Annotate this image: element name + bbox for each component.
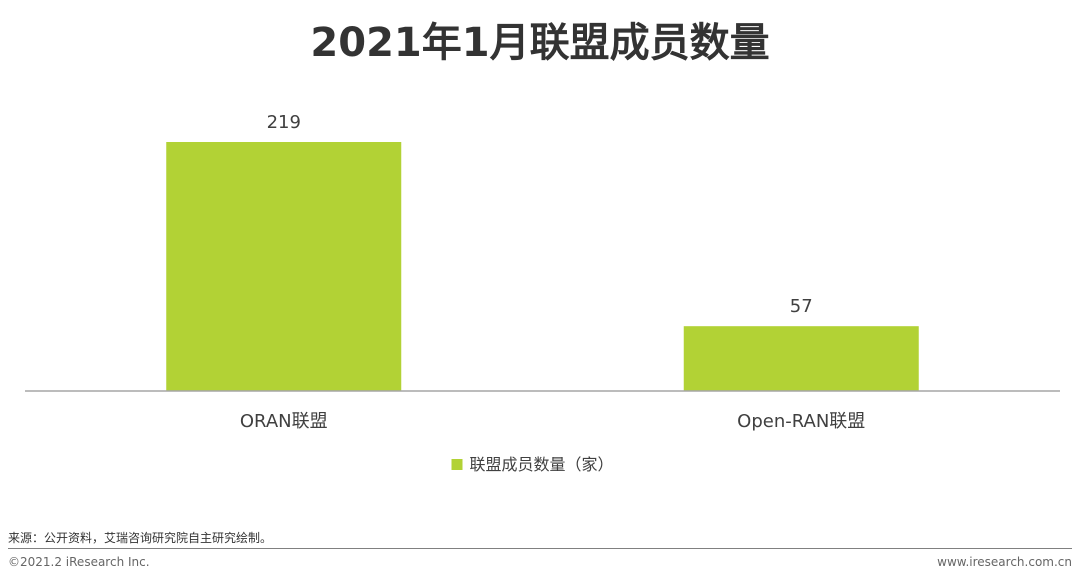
bar [683,326,919,391]
x-tick-label: Open-RAN联盟 [737,411,865,432]
chart-title: 2021年1月联盟成员数量 [310,20,770,66]
x-tick-label: ORAN联盟 [240,411,328,432]
data-label: 57 [790,296,813,317]
legend-swatch [451,459,463,470]
data-label: 219 [267,112,301,133]
footer-divider [8,548,1072,549]
bar [166,142,402,391]
source-note: 来源：公开资料，艾瑞咨询研究院自主研究绘制。 [8,531,273,545]
website-text: www.iresearch.com.cn [937,555,1072,569]
legend-label: 联盟成员数量（家） [470,455,614,474]
copyright-text: ©2021.2 iResearch Inc. [8,555,150,569]
